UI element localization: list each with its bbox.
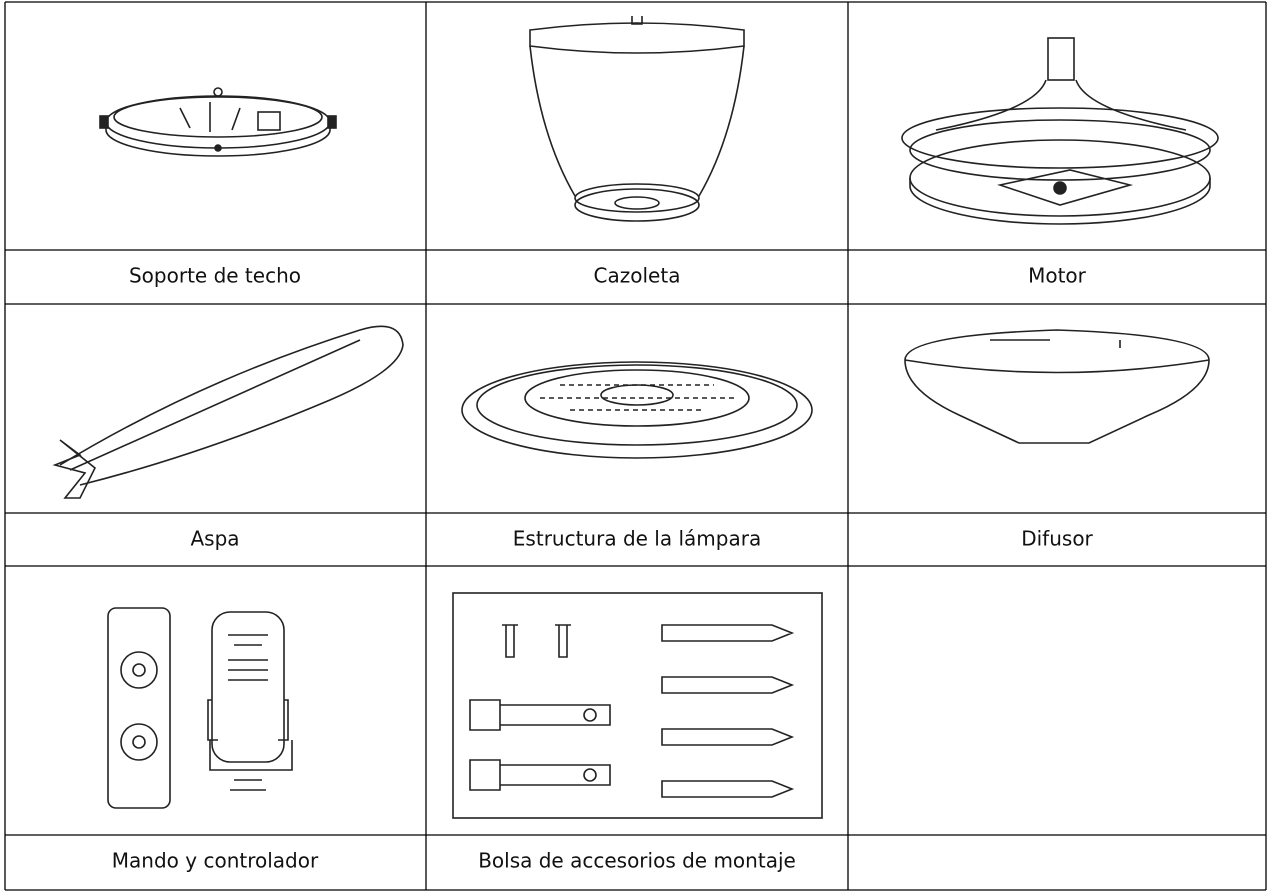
cell-label: Bolsa de accesorios de montaje bbox=[478, 849, 796, 873]
accessory-bag-drawing bbox=[452, 592, 823, 819]
lamp-structure-drawing bbox=[461, 361, 813, 459]
diffuser-drawing bbox=[904, 329, 1210, 444]
table-grid bbox=[4, 1, 1267, 891]
motor-drawing bbox=[901, 37, 1219, 225]
blade-drawing bbox=[52, 325, 404, 499]
cell-label: Cazoleta bbox=[594, 264, 681, 288]
canopy-drawing bbox=[529, 16, 745, 222]
cell-label: Difusor bbox=[1021, 527, 1093, 551]
cell-label: Estructura de la lámpara bbox=[513, 527, 761, 551]
ceiling-bracket-drawing bbox=[99, 87, 337, 157]
remote-drawing bbox=[107, 607, 293, 809]
cell-label: Aspa bbox=[190, 527, 239, 551]
cell-label: Motor bbox=[1028, 264, 1087, 288]
cell-label: Soporte de techo bbox=[129, 264, 301, 288]
cell-label: Mando y controlador bbox=[112, 849, 319, 873]
